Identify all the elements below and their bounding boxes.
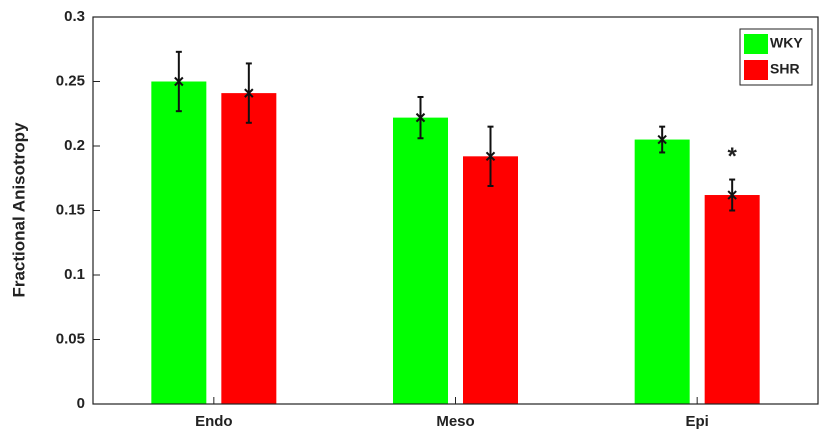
- error-bar: [415, 95, 426, 140]
- y-tick-label: 0.15: [56, 201, 85, 218]
- error-bar: [174, 50, 184, 113]
- error-bar-part: [174, 76, 184, 87]
- bar: [634, 139, 690, 405]
- legend-swatch: [744, 60, 768, 80]
- y-axis-label: Fractional Anisotropy: [9, 122, 28, 298]
- legend-label: SHR: [770, 61, 800, 77]
- error-bar: [244, 62, 254, 124]
- error-bar-part: [485, 151, 496, 162]
- y-tick-label: 0: [77, 395, 85, 412]
- legend-swatch: [744, 34, 768, 54]
- error-bar-part: [657, 134, 667, 145]
- error-bar-part: [244, 88, 254, 98]
- y-tick-label: 0.2: [64, 137, 85, 154]
- bar: [221, 93, 277, 405]
- x-tick-label: Meso: [436, 413, 474, 430]
- error-bar: [727, 178, 737, 212]
- error-bar: [485, 125, 496, 187]
- error-bar: [657, 125, 667, 154]
- y-tick-label: 0.1: [64, 266, 85, 283]
- bar: [463, 156, 518, 404]
- bar: [393, 117, 448, 405]
- legend-label: WKY: [770, 35, 803, 51]
- plot-frame: [92, 16, 819, 405]
- y-tick-label: 0.25: [56, 72, 85, 89]
- error-bar-part: [415, 112, 426, 123]
- bar: [151, 81, 207, 404]
- x-tick-label: Endo: [195, 413, 233, 430]
- y-tick-label: 0.3: [64, 8, 85, 25]
- bar: [704, 195, 760, 404]
- y-tick-label: 0.05: [56, 330, 85, 347]
- x-tick-label: Epi: [685, 413, 708, 430]
- error-bar-part: [727, 190, 737, 200]
- annotation: *: [727, 143, 737, 170]
